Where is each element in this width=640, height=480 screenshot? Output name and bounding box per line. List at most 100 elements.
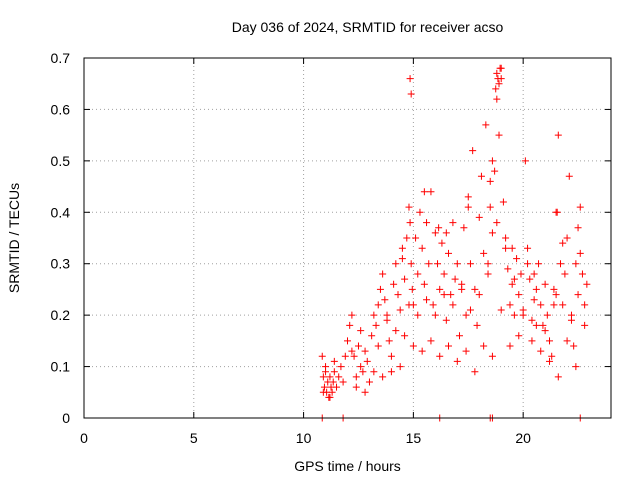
data-point: [466, 260, 474, 268]
data-point: [455, 332, 463, 340]
data-point: [537, 301, 545, 309]
data-point: [535, 260, 543, 268]
data-point: [464, 193, 472, 201]
data-point: [559, 239, 567, 247]
data-point: [497, 306, 505, 314]
data-point: [368, 332, 376, 340]
data-point: [563, 234, 571, 242]
data-point: [414, 270, 422, 278]
data-point: [554, 373, 562, 381]
data-point: [543, 311, 551, 319]
data-point: [552, 291, 560, 299]
data-point: [436, 352, 444, 360]
data-point: [396, 306, 404, 314]
data-point: [574, 291, 582, 299]
data-point: [440, 270, 448, 278]
data-point: [508, 244, 516, 252]
grid-lines: [84, 58, 611, 418]
data-point: [423, 296, 431, 304]
data-point: [530, 296, 538, 304]
data-point: [326, 393, 334, 401]
data-point: [493, 219, 501, 227]
data-point: [466, 306, 474, 314]
data-point: [453, 260, 461, 268]
data-point: [546, 337, 554, 345]
data-point: [440, 291, 448, 299]
data-point: [550, 301, 558, 309]
data-point: [506, 301, 514, 309]
data-point: [445, 342, 453, 350]
data-point: [493, 95, 501, 103]
data-point: [583, 280, 591, 288]
data-point: [429, 301, 437, 309]
data-point: [406, 219, 414, 227]
data-point: [344, 337, 351, 345]
data-point: [330, 357, 338, 365]
y-tick-label: 0.6: [51, 101, 71, 117]
data-point: [385, 337, 393, 345]
data-point: [348, 347, 356, 355]
data-point: [480, 249, 488, 257]
data-point: [484, 270, 492, 278]
data-point: [469, 147, 477, 155]
data-point: [365, 378, 373, 386]
data-point: [524, 260, 532, 268]
data-point: [376, 285, 384, 293]
data-point: [581, 301, 589, 309]
y-axis-label: SRMTID / TECUs: [6, 183, 22, 293]
x-tick-label: 5: [190, 430, 198, 446]
data-point: [460, 224, 468, 232]
data-point: [438, 239, 446, 247]
data-point: [406, 75, 414, 83]
plot-frame: [83, 57, 612, 419]
data-point: [563, 337, 571, 345]
data-point: [515, 291, 523, 299]
data-point: [427, 188, 435, 196]
x-tick-label: 15: [406, 430, 422, 446]
data-point: [431, 311, 439, 319]
data-point: [403, 234, 411, 242]
data-point: [352, 383, 360, 391]
data-point: [570, 342, 578, 350]
data-point: [488, 352, 496, 360]
data-point: [488, 157, 496, 165]
data-point: [418, 347, 426, 355]
data-point: [528, 316, 536, 324]
data-point: [482, 121, 490, 129]
x-tick-label: 10: [296, 430, 312, 446]
data-point: [581, 321, 589, 329]
data-point: [407, 90, 415, 98]
data-point: [431, 229, 439, 237]
data-point: [357, 363, 365, 371]
data-point: [496, 64, 504, 72]
data-point: [532, 285, 540, 293]
data-point: [453, 357, 461, 365]
data-point: [445, 249, 453, 257]
data-point: [392, 327, 400, 335]
data-point: [361, 347, 369, 355]
data-point: [328, 388, 336, 396]
data-point: [513, 255, 521, 263]
data-point: [491, 167, 499, 175]
data-point: [414, 311, 422, 319]
data-point: [497, 75, 505, 83]
data-point: [539, 321, 547, 329]
data-point: [357, 327, 365, 335]
data-point: [408, 285, 416, 293]
data-point: [436, 285, 444, 293]
data-point: [447, 291, 455, 299]
data-point: [495, 80, 503, 88]
data-point: [412, 234, 420, 242]
data-point: [484, 260, 492, 268]
data-point: [488, 229, 496, 237]
y-tick-label: 0.5: [51, 153, 71, 169]
data-point: [320, 383, 328, 391]
data-point: [407, 260, 415, 268]
data-point: [576, 249, 584, 257]
data-point: [346, 321, 354, 329]
data-point: [541, 280, 549, 288]
data-point: [574, 224, 582, 232]
data-point: [396, 363, 404, 371]
data-point: [458, 285, 466, 293]
